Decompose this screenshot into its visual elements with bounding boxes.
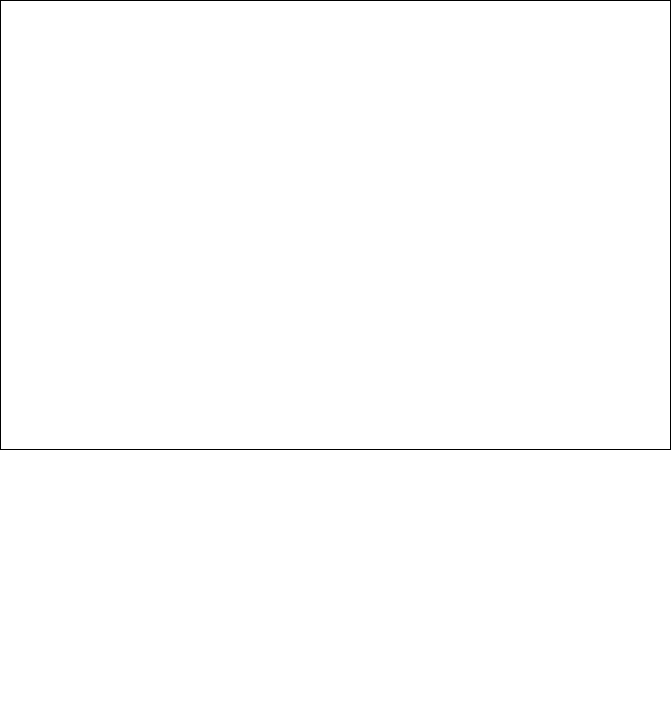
report-container [0, 0, 671, 450]
chart-area [9, 11, 662, 441]
chart-svg [9, 11, 664, 441]
